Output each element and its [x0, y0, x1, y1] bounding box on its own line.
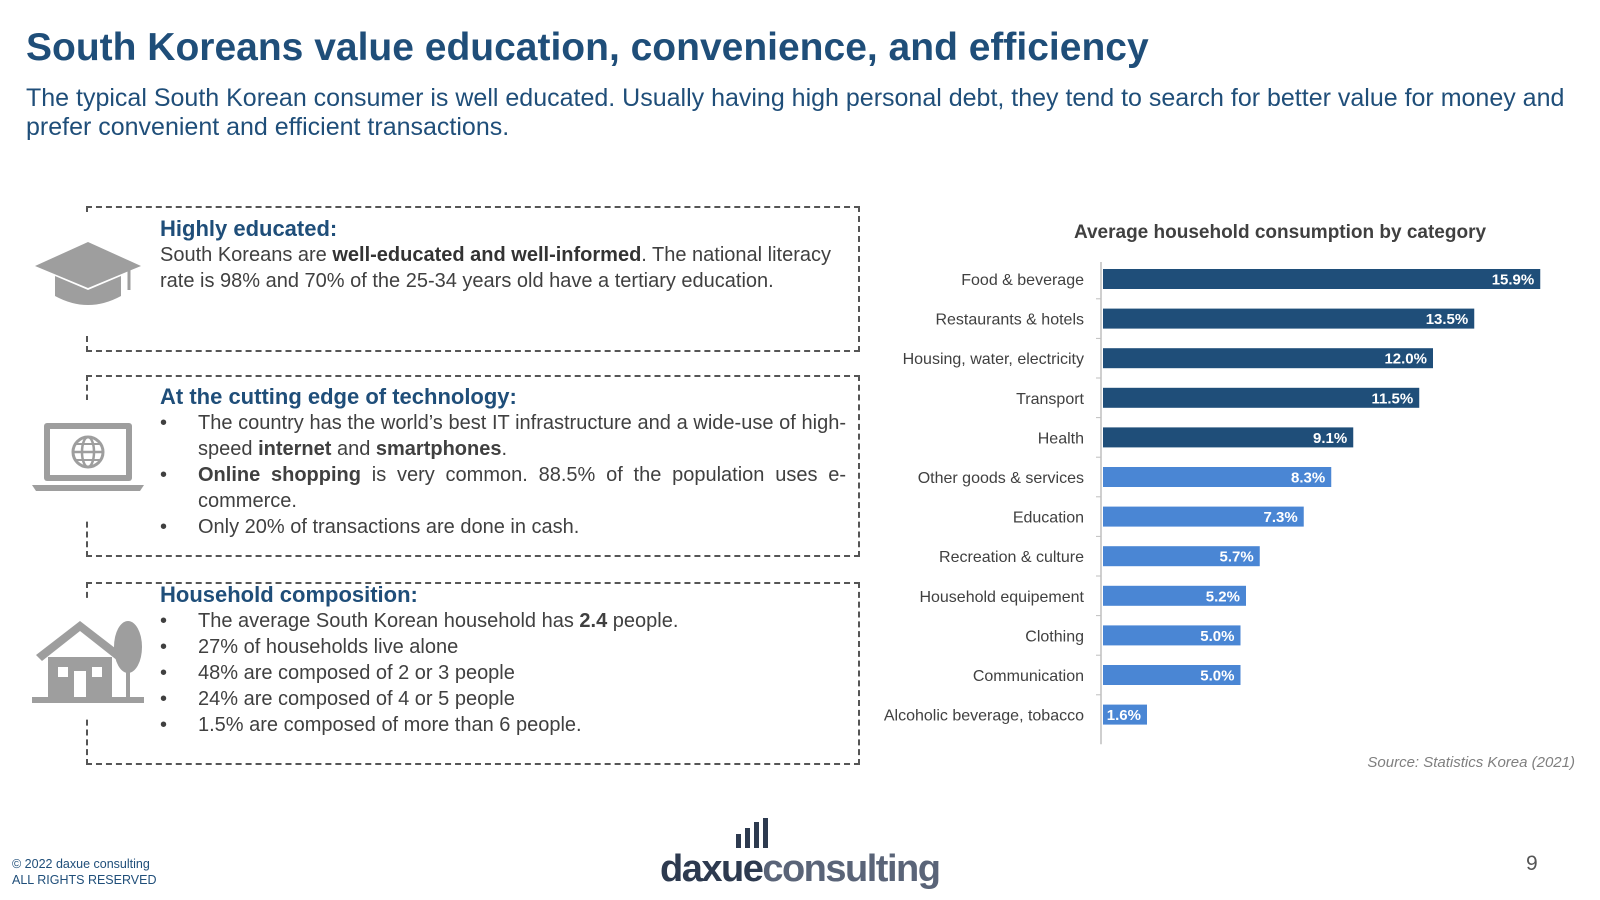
- category-label: Health: [1038, 430, 1084, 447]
- education-text-before: South Koreans are: [160, 244, 333, 266]
- education-text-after: . The national literacy rate is 98% and …: [160, 244, 832, 292]
- bar: [1103, 348, 1433, 369]
- household-list: The average South Korean household has 2…: [160, 608, 846, 738]
- technology-heading: At the cutting edge of technology:: [160, 384, 517, 409]
- data-label: 5.0%: [1200, 668, 1234, 685]
- copyright-line-1: © 2022 daxue consulting: [12, 857, 150, 871]
- bar: [1103, 625, 1241, 646]
- list-item: The average South Korean household has 2…: [160, 608, 846, 634]
- bar: [1103, 546, 1260, 567]
- tech-bullet-1a: The country has the world’s best IT infr…: [198, 412, 846, 460]
- graduation-cap-icon: [28, 216, 148, 334]
- category-label: Clothing: [1025, 628, 1084, 645]
- category-label: Household equipement: [919, 589, 1084, 606]
- bar: [1103, 506, 1304, 527]
- data-label: 5.0%: [1200, 628, 1234, 645]
- tech-bullet-2b: is very common. 88.5% of the population …: [198, 464, 847, 512]
- list-item: Online shopping is very common. 88.5% of…: [160, 462, 846, 514]
- logo-consulting: consulting: [762, 848, 941, 890]
- category-label: Other goods & services: [918, 470, 1084, 487]
- daxue-logo: daxueconsulting: [660, 818, 950, 892]
- source-note: Source: Statistics Korea (2021): [1367, 754, 1575, 771]
- data-label: 5.7%: [1220, 549, 1254, 566]
- technology-list: The country has the world’s best IT infr…: [160, 410, 846, 540]
- category-label: Food & beverage: [961, 272, 1084, 289]
- tech-bullet-1d: smartphones: [375, 438, 502, 460]
- copyright: © 2022 daxue consulting ALL RIGHTS RESER…: [12, 856, 157, 888]
- education-text-bold: well-educated and well-informed: [332, 244, 642, 266]
- page-title: South Koreans value education, convenien…: [26, 26, 1149, 69]
- page-subtitle: The typical South Korean consumer is wel…: [26, 84, 1565, 141]
- list-item: 1.5% are composed of more than 6 people.: [160, 712, 846, 738]
- house-bullet-1a: The average South Korean household has: [198, 610, 580, 632]
- category-label: Housing, water, electricity: [903, 351, 1084, 368]
- bar: [1103, 665, 1241, 685]
- logo-wordmark: daxueconsulting: [660, 848, 941, 891]
- tech-bullet-1b: internet: [258, 438, 332, 460]
- bar: [1103, 704, 1147, 725]
- page-number: 9: [1526, 852, 1538, 875]
- household-text: Household composition: The average South…: [160, 582, 846, 738]
- education-body: South Koreans are well-educated and well…: [160, 242, 846, 294]
- bar: [1103, 427, 1354, 448]
- category-label: Communication: [973, 668, 1084, 685]
- tech-bullet-3: Only 20% of transactions are done in cas…: [198, 516, 580, 538]
- category-label: Transport: [1016, 391, 1084, 408]
- copyright-line-2: ALL RIGHTS RESERVED: [12, 873, 157, 887]
- house-bullet-1c: people.: [607, 610, 679, 632]
- list-item: 27% of households live alone: [160, 634, 846, 660]
- house-bullet-2: 27% of households live alone: [198, 636, 459, 658]
- data-label: 11.5%: [1372, 390, 1414, 407]
- bar: [1103, 467, 1332, 487]
- bar: [1103, 269, 1541, 289]
- education-heading: Highly educated:: [160, 216, 338, 241]
- list-item: 48% are composed of 2 or 3 people: [160, 660, 846, 686]
- laptop-globe-icon: [28, 400, 148, 518]
- house-bullet-3: 48% are composed of 2 or 3 people: [198, 662, 515, 684]
- tech-bullet-2a: Online shopping: [198, 464, 361, 486]
- data-label: 15.9%: [1492, 272, 1535, 289]
- logo-bars-icon: [736, 818, 768, 848]
- category-label: Recreation & culture: [939, 549, 1084, 566]
- data-label: 8.3%: [1291, 470, 1325, 487]
- education-text: Highly educated: South Koreans are well-…: [160, 216, 846, 294]
- technology-text: At the cutting edge of technology: The c…: [160, 384, 846, 540]
- list-item: The country has the world’s best IT infr…: [160, 410, 846, 462]
- data-label: 9.1%: [1313, 430, 1347, 447]
- house-bullet-5: 1.5% are composed of more than 6 people.: [198, 714, 582, 736]
- data-label: 1.6%: [1107, 707, 1141, 724]
- household-heading: Household composition:: [160, 582, 418, 607]
- house-tree-icon: [28, 600, 148, 718]
- data-label: 12.0%: [1384, 351, 1427, 368]
- house-bullet-4: 24% are composed of 4 or 5 people: [198, 688, 515, 710]
- data-label: 7.3%: [1264, 509, 1298, 526]
- data-label: 13.5%: [1426, 311, 1469, 328]
- list-item: Only 20% of transactions are done in cas…: [160, 514, 846, 540]
- list-item: 24% are composed of 4 or 5 people: [160, 686, 846, 712]
- chart-title: Average household consumption by categor…: [1073, 222, 1487, 243]
- bar: [1103, 308, 1475, 329]
- tech-bullet-1e: .: [501, 438, 508, 460]
- tech-bullet-1c: and: [331, 438, 376, 460]
- bar: [1103, 387, 1420, 408]
- bar: [1103, 585, 1246, 606]
- consumption-bar-chart: Food & beverage 15.9% Restaurants & hotels…: [884, 262, 1541, 745]
- logo-daxue: daxue: [660, 848, 764, 890]
- category-label: Restaurants & hotels: [935, 312, 1084, 329]
- category-label: Education: [1013, 510, 1084, 527]
- house-bullet-1b: 2.4: [579, 610, 608, 632]
- category-label: Alcoholic beverage, tobacco: [884, 708, 1084, 725]
- data-label: 5.2%: [1206, 588, 1240, 605]
